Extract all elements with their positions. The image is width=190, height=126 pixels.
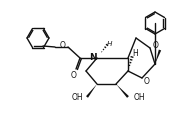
Text: H: H bbox=[107, 41, 113, 47]
Polygon shape bbox=[86, 84, 97, 98]
Polygon shape bbox=[116, 84, 129, 98]
Text: OH: OH bbox=[71, 93, 83, 102]
Text: N: N bbox=[89, 53, 97, 61]
Text: H: H bbox=[132, 50, 138, 58]
Text: O: O bbox=[144, 76, 150, 86]
Text: O: O bbox=[60, 40, 66, 50]
Text: OH: OH bbox=[133, 93, 145, 102]
Text: O: O bbox=[153, 40, 159, 50]
Text: O: O bbox=[71, 71, 77, 80]
Polygon shape bbox=[155, 50, 161, 64]
